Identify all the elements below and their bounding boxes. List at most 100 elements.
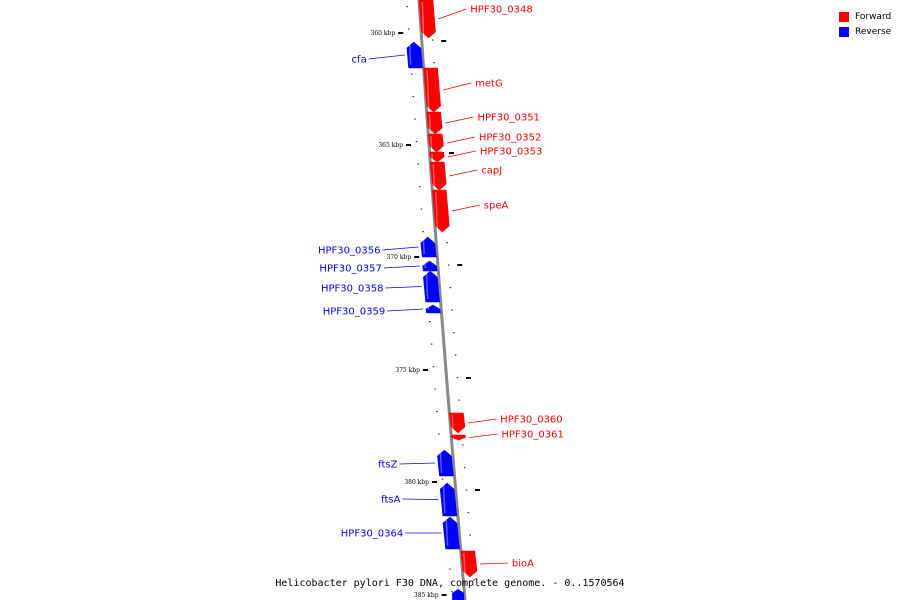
tick-mark (431, 39, 434, 41)
scale-tick (398, 32, 404, 34)
tick-mark (454, 354, 457, 356)
tick-mark (462, 444, 464, 446)
gene-label: HPF30_0364 (341, 529, 403, 540)
gene-highlight (421, 1, 425, 36)
gene-leader (383, 265, 420, 269)
tick-mark (467, 512, 470, 514)
gene-label: HPF30_0358 (321, 284, 383, 295)
scale-tick (441, 594, 447, 596)
scale-label: 375 kbp (395, 367, 420, 374)
tick-mark (433, 62, 435, 64)
scale-label: 385 kbp (414, 592, 439, 599)
gene-hpf30_0352[interactable]: HPF30_0352 (427, 133, 541, 153)
gene-highlight (432, 163, 436, 188)
tick-mark (414, 118, 416, 120)
gene-label: cfa (352, 55, 367, 66)
gene-arrow[interactable] (442, 516, 460, 550)
gene-arrow[interactable] (427, 133, 444, 153)
gene-hpf30_0364[interactable]: HPF30_0364 (341, 516, 460, 550)
tick-mark (415, 141, 418, 143)
tick-mark (469, 534, 471, 536)
scale-tick (475, 489, 481, 491)
gene-arrow[interactable] (439, 482, 458, 517)
tick-mark (465, 489, 468, 491)
gene-ftsz[interactable]: ftsZ (378, 449, 454, 477)
gene-highlight (445, 518, 449, 547)
genome-caption: Helicobacter pylori F30 DNA, complete ge… (275, 578, 625, 589)
gene-arrow[interactable] (429, 161, 447, 191)
legend-reverse: Reverse (839, 24, 891, 39)
tick-mark (453, 332, 455, 334)
gene-arrow[interactable] (426, 111, 443, 135)
scale-tick (406, 144, 412, 146)
tick-mark (456, 377, 459, 379)
tick-mark (436, 411, 438, 413)
gene-highlight (442, 484, 446, 514)
gene-leader (385, 286, 422, 289)
gene-arrow[interactable] (460, 550, 478, 578)
gene-arrow[interactable] (423, 270, 440, 303)
gene-label: HPF30_0357 (319, 264, 381, 275)
gene-arrow[interactable] (449, 412, 466, 434)
gene-arrow[interactable] (418, 0, 436, 39)
gene-cfa[interactable]: cfa (352, 41, 423, 69)
gene-label: HPF30_0353 (480, 147, 542, 158)
scale-label: 365 kbp (378, 142, 403, 149)
gene-leader (387, 308, 424, 312)
gene-arrow[interactable] (423, 67, 441, 113)
tick-mark (438, 433, 440, 435)
gene-arrow[interactable] (450, 434, 466, 441)
gene-hpf30_0359[interactable]: HPF30_0359 (323, 304, 441, 318)
gene-hpf30_0360[interactable]: HPF30_0360 (449, 412, 563, 434)
gene-ftsa[interactable]: ftsA (381, 482, 458, 517)
gene-arrow[interactable] (431, 189, 450, 233)
gene-arrow[interactable] (420, 236, 437, 258)
gene-label: HPF30_0352 (479, 133, 541, 144)
gene-highlight (439, 451, 443, 474)
gene-leader (438, 8, 467, 20)
gene-highlight (430, 135, 433, 150)
scale-tick (422, 369, 428, 371)
gene-leader (449, 169, 478, 177)
gene-metg[interactable]: metG (423, 67, 503, 113)
gene-label: HPF30_0348 (470, 5, 532, 16)
gene-hpf30_0361[interactable]: HPF30_0361 (450, 430, 564, 441)
scale-tick (465, 377, 471, 379)
tick-mark (410, 73, 413, 75)
gene-capj[interactable]: capJ (429, 161, 502, 191)
scale-label: 360 kbp (371, 30, 396, 37)
gene-leader (479, 562, 508, 565)
tick-mark (473, 579, 475, 581)
legend-forward-label: Forward (855, 11, 892, 22)
tick-mark (458, 399, 460, 401)
gene-arrow[interactable] (437, 449, 454, 477)
gene-hpf30_0353[interactable]: HPF30_0353 (429, 147, 543, 163)
gene-highlight (426, 69, 430, 110)
gene-leader (368, 54, 405, 60)
gene-label: HPF30_0351 (477, 113, 539, 124)
gene-hpf30_0348[interactable]: HPF30_0348 (418, 0, 533, 39)
gene-label: capJ (481, 166, 502, 177)
tick-mark (412, 96, 415, 98)
tick-mark (418, 186, 421, 188)
gene-hpf30_0351[interactable]: HPF30_0351 (426, 111, 540, 135)
tick-mark (430, 343, 433, 345)
tick-mark (432, 366, 435, 368)
tick-mark (449, 287, 452, 289)
gene-spea[interactable]: speA (431, 189, 509, 233)
gene-highlight (425, 272, 429, 300)
gene-bioa[interactable]: bioA (460, 550, 534, 578)
gene-hpf30_0356[interactable]: HPF30_0356 (318, 236, 437, 258)
gene-arrow[interactable] (429, 151, 445, 163)
gene-leader (399, 462, 436, 465)
tick-mark (451, 309, 453, 311)
tick-mark (463, 467, 466, 469)
tick-mark (441, 478, 444, 480)
gene-hpf30_0357[interactable]: HPF30_0357 (319, 260, 438, 275)
scale-tick (414, 256, 420, 258)
gene-hpf30_0358[interactable]: HPF30_0358 (321, 270, 440, 303)
gene-arrow[interactable] (406, 41, 423, 69)
gene-arrow[interactable] (425, 304, 441, 314)
